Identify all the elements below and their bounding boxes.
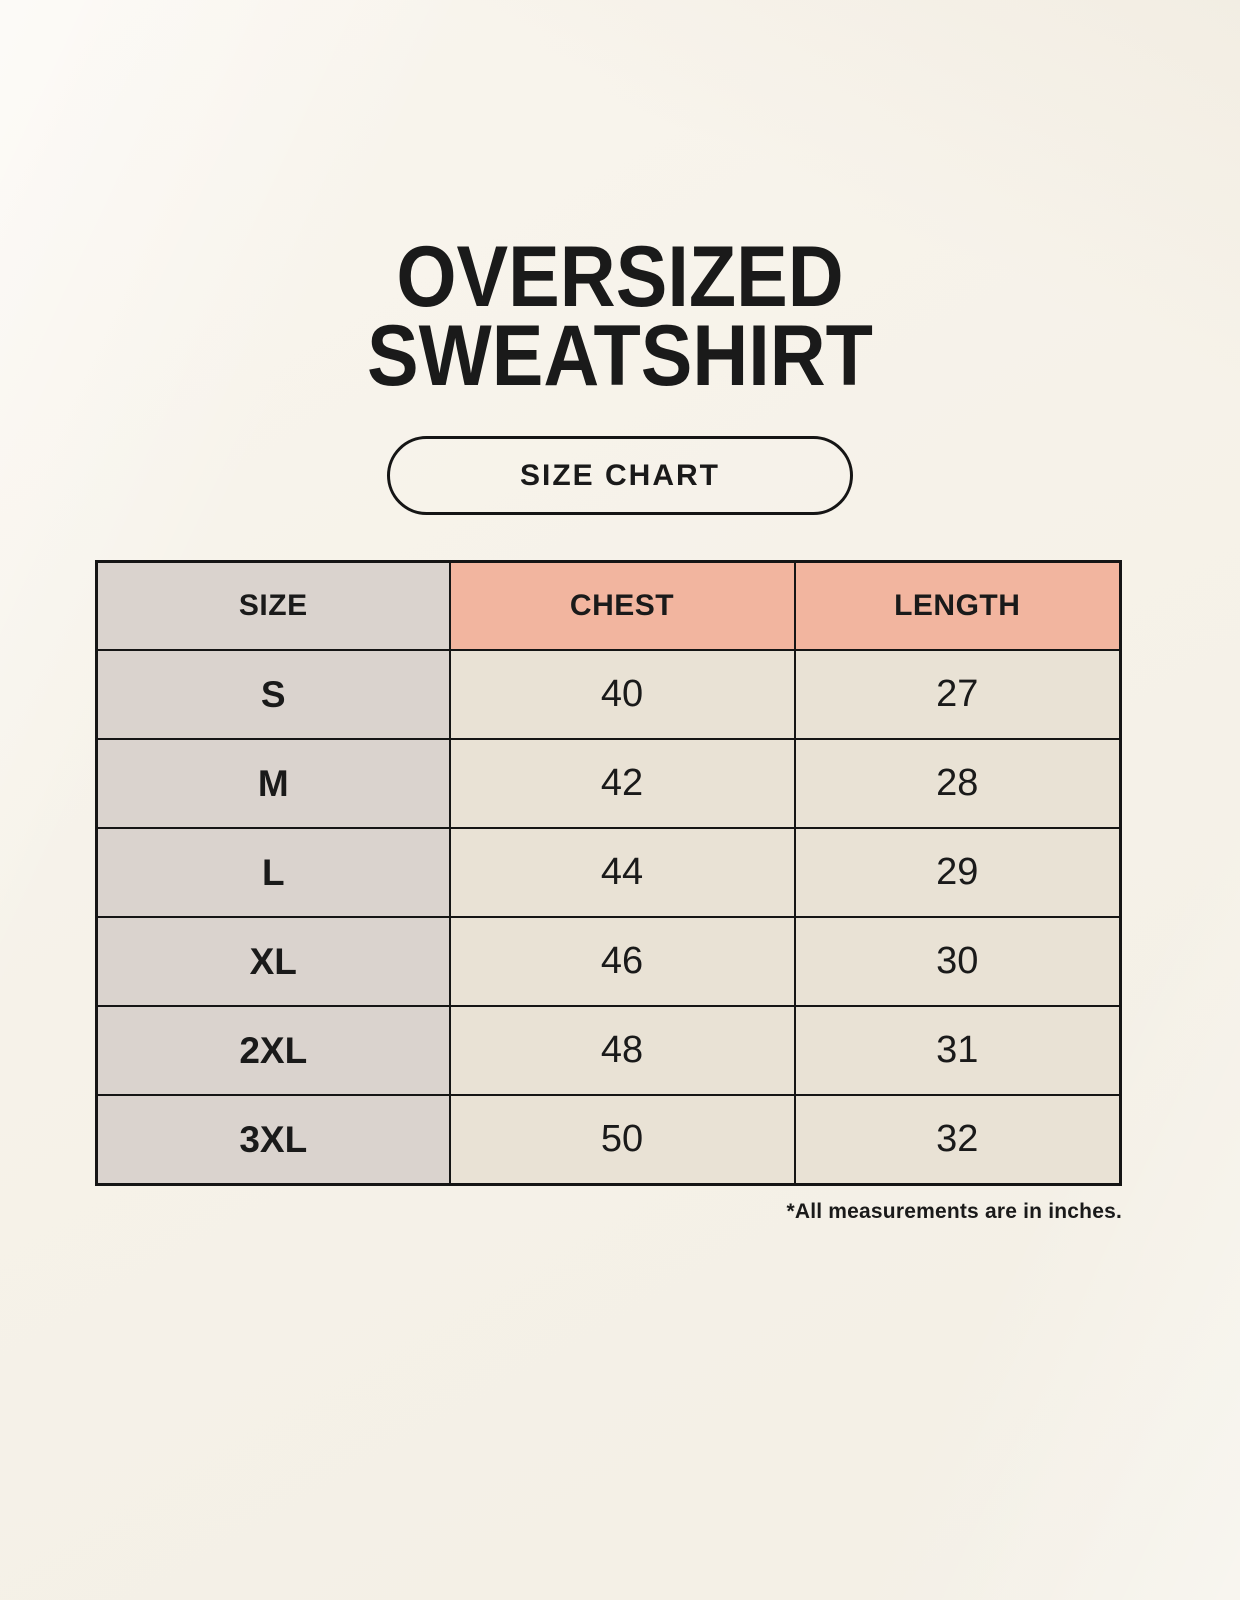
table-row: 3XL 50 32 xyxy=(95,1094,1122,1186)
title-line-2: SWEATSHIRT xyxy=(367,308,873,405)
length-value-cell: 29 xyxy=(793,827,1122,919)
table-row: M 42 28 xyxy=(95,738,1122,830)
size-table-body: S 40 27 M 42 28 L 44 29 XL 46 30 2XL 48 … xyxy=(95,649,1122,1186)
page-title: OVERSIZED SWEATSHIRT xyxy=(0,0,1240,405)
size-label-cell: 3XL xyxy=(95,1094,451,1186)
size-label-cell: M xyxy=(95,738,451,830)
size-table: SIZE CHEST LENGTH S 40 27 M 42 28 L 44 2… xyxy=(95,560,1122,1187)
length-value-cell: 30 xyxy=(793,916,1122,1008)
table-row: S 40 27 xyxy=(95,649,1122,741)
length-value-cell: 28 xyxy=(793,738,1122,830)
table-row: 2XL 48 31 xyxy=(95,1005,1122,1097)
table-row: XL 46 30 xyxy=(95,916,1122,1008)
size-label-cell: L xyxy=(95,827,451,919)
chest-value-cell: 40 xyxy=(448,649,796,741)
measurements-footnote: *All measurements are in inches. xyxy=(786,1200,1122,1224)
column-header-chest: CHEST xyxy=(448,560,796,652)
table-header-row: SIZE CHEST LENGTH xyxy=(95,560,1122,652)
chest-value-cell: 42 xyxy=(448,738,796,830)
chest-value-cell: 46 xyxy=(448,916,796,1008)
size-chart-button-label: SIZE CHART xyxy=(520,458,720,492)
chest-value-cell: 50 xyxy=(448,1094,796,1186)
length-value-cell: 27 xyxy=(793,649,1122,741)
size-label-cell: S xyxy=(95,649,451,741)
size-chart-button[interactable]: SIZE CHART xyxy=(387,436,853,516)
size-label-cell: 2XL xyxy=(95,1005,451,1097)
table-row: L 44 29 xyxy=(95,827,1122,919)
size-label-cell: XL xyxy=(95,916,451,1008)
chest-value-cell: 44 xyxy=(448,827,796,919)
column-header-length: LENGTH xyxy=(793,560,1122,652)
column-header-size: SIZE xyxy=(95,560,451,652)
chest-value-cell: 48 xyxy=(448,1005,796,1097)
title-line-1: OVERSIZED xyxy=(396,229,844,325)
length-value-cell: 32 xyxy=(793,1094,1122,1186)
length-value-cell: 31 xyxy=(793,1005,1122,1097)
